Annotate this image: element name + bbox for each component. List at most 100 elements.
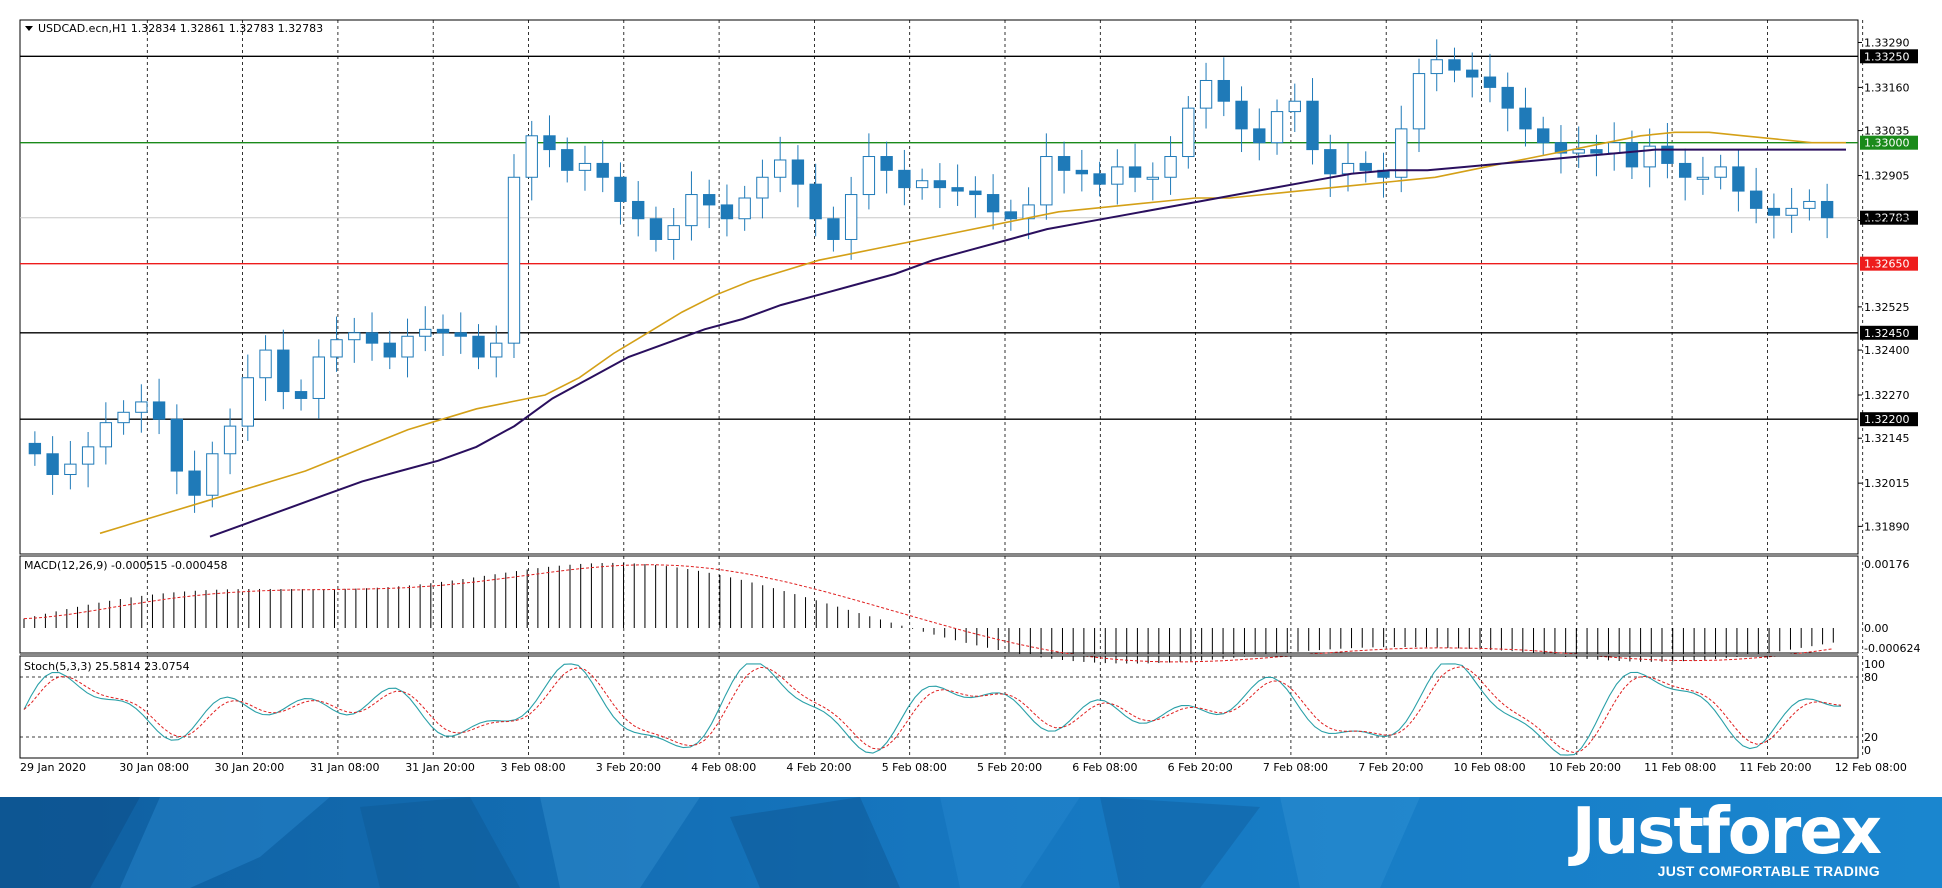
candle-body	[827, 218, 840, 240]
candle-body	[1590, 149, 1603, 154]
candle-body	[1324, 149, 1337, 175]
candle-body	[1820, 200, 1834, 219]
level-tag-label: 1.32650	[1864, 258, 1910, 271]
candle-body	[1288, 100, 1301, 113]
time-axis-label: 3 Feb 08:00	[501, 761, 566, 774]
trading-chart[interactable]: 1.33250 1.33000 1.32783 1.32650 1.32450 1.322…	[0, 0, 1942, 797]
price-scale-label: 1.32905	[1864, 170, 1910, 183]
candle-body	[525, 135, 538, 178]
candle-body	[1093, 173, 1106, 185]
candle-body	[1057, 156, 1071, 171]
candle-body	[738, 197, 751, 220]
level-tag	[1860, 325, 1918, 340]
candle-body	[1554, 142, 1568, 154]
candle-body	[1395, 128, 1408, 178]
candle-body	[685, 194, 698, 227]
time-axis-label: 10 Feb 08:00	[1454, 761, 1526, 774]
vertical-grid	[146, 20, 1864, 758]
candle-body	[933, 180, 947, 189]
candle-body	[330, 339, 343, 358]
time-axis-label: 7 Feb 08:00	[1263, 761, 1328, 774]
candle-body	[667, 225, 680, 240]
macd-scale-label: 0.00176	[1864, 558, 1910, 571]
stoch-signal-line	[23, 666, 1842, 754]
price-scale-label: 1.33035	[1864, 125, 1910, 138]
price-scale-label: 1.32270	[1864, 389, 1910, 402]
time-axis-label: 31 Jan 08:00	[310, 761, 380, 774]
candle-body	[1767, 207, 1781, 216]
candle-body	[1182, 107, 1195, 158]
moving-average-fast	[99, 131, 1846, 535]
candle-body	[1040, 156, 1053, 206]
candle-body	[1537, 128, 1550, 144]
candle-body	[152, 401, 166, 420]
candle-body	[312, 356, 325, 399]
candle-body	[401, 335, 414, 358]
dropdown-triangle-icon[interactable]	[25, 26, 33, 31]
candle-body	[1146, 176, 1159, 180]
time-axis-label: 30 Jan 20:00	[215, 761, 285, 774]
stoch-main-line	[23, 663, 1842, 756]
candle-body	[756, 176, 769, 199]
candle-body	[1608, 142, 1621, 154]
candle-body	[135, 401, 148, 413]
level-tag-label: 1.32783	[1864, 212, 1910, 225]
candle-body	[454, 332, 467, 337]
level-tag	[1860, 49, 1918, 64]
candle-body	[1111, 166, 1124, 185]
candle-body	[632, 200, 645, 220]
time-axis-label: 4 Feb 08:00	[691, 761, 756, 774]
main-panel-title: USDCAD.ecn,H1 1.32834 1.32861 1.32783 1.…	[38, 22, 323, 35]
stoch-title: Stoch(5,3,3) 25.5814 23.0754	[24, 660, 190, 673]
time-axis: 29 Jan 2020 30 Jan 08:00 30 Jan 20:00 31 Ja…	[20, 761, 1907, 774]
candle-body	[170, 418, 184, 472]
macd-scale-label: -0.000624	[1864, 642, 1920, 655]
time-axis-label: 31 Jan 20:00	[405, 761, 475, 774]
candle-body	[578, 162, 592, 171]
candle-body	[46, 453, 59, 476]
time-axis-label: 5 Feb 08:00	[882, 761, 947, 774]
price-scale-label: 1.32400	[1864, 344, 1910, 357]
brand-logo-text: Justforex	[1571, 795, 1882, 869]
time-axis-label: 11 Feb 08:00	[1644, 761, 1716, 774]
level-tag	[1860, 412, 1918, 427]
candle-body	[791, 159, 805, 185]
candle-body	[1022, 204, 1035, 220]
time-axis-label: 4 Feb 20:00	[786, 761, 851, 774]
macd-histogram	[23, 562, 1834, 664]
level-tag-label: 1.32200	[1864, 413, 1910, 426]
brand-slogan: JUST COMFORTABLE TRADING	[1657, 863, 1880, 879]
candle-body	[969, 190, 982, 196]
candle-body	[472, 335, 485, 358]
level-tag-label: 1.33000	[1864, 137, 1910, 150]
candle-body	[1448, 59, 1461, 71]
candle-body	[64, 463, 77, 476]
candle-body	[1075, 169, 1089, 175]
candle-body	[117, 411, 130, 424]
time-axis-label: 12 Feb 08:00	[1835, 761, 1907, 774]
candle-body	[703, 194, 716, 206]
candle-body	[614, 176, 627, 202]
candle-body	[1625, 142, 1639, 168]
stoch-scale-label: 80	[1864, 671, 1878, 684]
time-axis-label: 5 Feb 20:00	[977, 761, 1042, 774]
brand-banner	[0, 797, 1942, 888]
candle-body	[507, 176, 521, 344]
candle-body	[1483, 76, 1497, 88]
candle-body	[188, 470, 201, 496]
time-axis-label: 10 Feb 20:00	[1549, 761, 1621, 774]
candle-body	[1501, 86, 1514, 109]
candle-body	[1430, 59, 1443, 75]
time-axis-label: 11 Feb 20:00	[1739, 761, 1811, 774]
candle-body	[1714, 166, 1727, 178]
candle-body	[1412, 73, 1426, 130]
candle-body	[348, 332, 361, 341]
time-axis-label: 3 Feb 20:00	[596, 761, 661, 774]
candle-body	[1128, 166, 1142, 178]
candle-body	[490, 342, 503, 358]
candle-body	[1359, 162, 1372, 171]
candle-body	[294, 391, 308, 399]
price-candles	[28, 39, 1834, 513]
candle-body	[1732, 166, 1745, 192]
